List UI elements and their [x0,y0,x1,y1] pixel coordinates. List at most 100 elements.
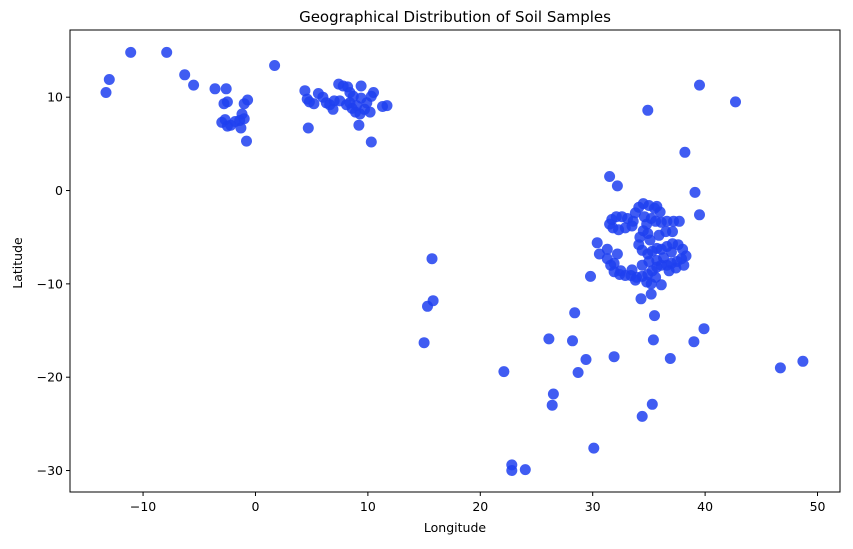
data-point [580,354,592,365]
data-point [698,323,710,335]
data-point [364,106,376,118]
data-point [626,220,638,232]
data-point [636,259,648,271]
data-point [645,278,657,290]
data-point [585,270,596,282]
data-point [236,108,248,120]
data-point [611,180,623,192]
data-point [636,410,648,422]
y-tick-label: −10 [37,276,63,291]
data-point [241,135,252,147]
data-point [100,87,112,98]
data-point [667,226,678,238]
plot-frame [69,29,841,493]
chart-title: Geographical Distribution of Soil Sample… [299,8,611,26]
data-point [694,79,705,91]
data-point [635,293,647,305]
data-point [730,96,741,108]
x-tick-label: 30 [585,499,601,514]
data-point [679,146,691,158]
data-point [418,337,430,349]
data-point [651,200,663,212]
data-point [572,367,584,378]
data-point [646,398,658,410]
data-point [543,333,555,345]
data-point [638,211,650,223]
data-point [498,366,510,378]
data-point [220,83,232,95]
data-point [774,362,786,374]
x-tick-label: −10 [130,499,156,514]
data-point [615,265,627,277]
data-point [179,69,191,81]
y-axis-label: Latitude [10,237,25,289]
data-point [235,122,247,134]
data-point [647,334,659,346]
data-point [664,353,676,364]
data-points [100,46,809,476]
data-point [506,465,518,476]
data-point [299,85,311,97]
data-point [601,243,613,255]
data-point [689,186,701,198]
y-tick-label: 10 [47,90,63,105]
data-point [209,83,221,95]
data-point [519,464,531,476]
data-point [604,171,616,182]
data-point [546,399,558,411]
data-point [334,95,346,107]
data-point [688,336,700,348]
data-point [629,274,641,286]
data-point [608,351,620,363]
data-point [188,79,200,91]
data-point [611,248,623,260]
y-axis-ticks: −30 −20 −10 0 10 [37,90,70,478]
data-point [427,295,439,307]
data-point [302,122,314,134]
y-tick-label: −20 [37,370,63,385]
data-point [426,253,438,265]
data-point [649,310,660,322]
data-point [381,100,393,112]
data-point [161,46,173,58]
data-point [588,442,600,454]
x-tick-label: 20 [472,499,488,514]
x-axis-label: Longitude [424,520,486,535]
data-point [655,279,667,291]
x-tick-label: 10 [360,499,376,514]
data-point [645,288,657,300]
data-point [327,103,339,115]
data-point [673,215,685,227]
data-point [591,237,603,249]
data-point [569,307,581,319]
data-point [269,60,281,71]
data-point [608,257,620,269]
data-point [103,74,115,85]
data-point [567,335,578,347]
data-point [368,87,379,98]
data-point [626,264,638,276]
data-point [593,248,605,260]
data-point [308,98,320,110]
data-point [353,119,365,131]
data-point [694,209,705,221]
data-point [125,46,137,58]
y-tick-label: −30 [37,463,63,478]
data-point [355,80,367,92]
data-point [642,104,654,116]
data-point [355,92,367,104]
data-point [678,259,690,271]
x-tick-label: 0 [251,499,259,514]
data-point [218,98,230,110]
data-point [797,355,809,367]
data-point [365,136,377,148]
data-point [242,94,254,106]
y-tick-label: 0 [55,183,63,198]
data-point [665,246,677,258]
x-axis-ticks: −10 0 10 20 30 40 50 [130,492,826,514]
data-point [547,388,559,400]
x-tick-label: 40 [697,499,713,514]
x-tick-label: 50 [810,499,826,514]
